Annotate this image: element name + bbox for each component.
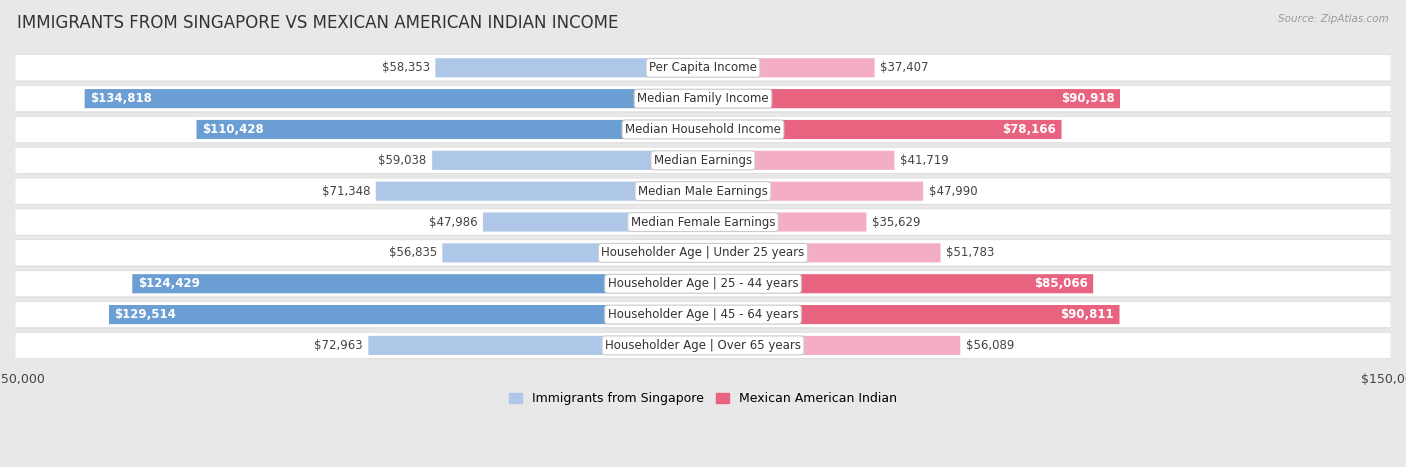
Text: $59,038: $59,038	[378, 154, 426, 167]
Text: $124,429: $124,429	[138, 277, 200, 290]
Text: $51,783: $51,783	[946, 247, 994, 259]
Text: Median Household Income: Median Household Income	[626, 123, 780, 136]
FancyBboxPatch shape	[15, 209, 1391, 235]
FancyBboxPatch shape	[703, 151, 894, 170]
FancyBboxPatch shape	[703, 336, 960, 355]
FancyBboxPatch shape	[84, 89, 703, 108]
Text: $56,835: $56,835	[388, 247, 437, 259]
FancyBboxPatch shape	[703, 305, 1119, 324]
Text: Householder Age | Under 25 years: Householder Age | Under 25 years	[602, 247, 804, 259]
Text: Median Earnings: Median Earnings	[654, 154, 752, 167]
FancyBboxPatch shape	[368, 336, 703, 355]
FancyBboxPatch shape	[15, 116, 1391, 142]
Text: Householder Age | Over 65 years: Householder Age | Over 65 years	[605, 339, 801, 352]
Text: $47,990: $47,990	[928, 184, 977, 198]
FancyBboxPatch shape	[15, 270, 1391, 297]
FancyBboxPatch shape	[703, 243, 941, 262]
Text: Median Male Earnings: Median Male Earnings	[638, 184, 768, 198]
FancyBboxPatch shape	[15, 85, 1391, 112]
FancyBboxPatch shape	[17, 55, 1392, 82]
FancyBboxPatch shape	[17, 116, 1392, 143]
FancyBboxPatch shape	[17, 178, 1392, 205]
FancyBboxPatch shape	[15, 302, 1391, 328]
FancyBboxPatch shape	[703, 89, 1121, 108]
FancyBboxPatch shape	[15, 333, 1391, 359]
Text: $56,089: $56,089	[966, 339, 1014, 352]
FancyBboxPatch shape	[443, 243, 703, 262]
FancyBboxPatch shape	[703, 58, 875, 78]
FancyBboxPatch shape	[703, 120, 1062, 139]
Text: $41,719: $41,719	[900, 154, 949, 167]
Text: Source: ZipAtlas.com: Source: ZipAtlas.com	[1278, 14, 1389, 24]
FancyBboxPatch shape	[17, 332, 1392, 359]
Text: Per Capita Income: Per Capita Income	[650, 61, 756, 74]
FancyBboxPatch shape	[15, 240, 1391, 266]
FancyBboxPatch shape	[17, 240, 1392, 267]
Text: $134,818: $134,818	[90, 92, 152, 105]
FancyBboxPatch shape	[482, 212, 703, 232]
FancyBboxPatch shape	[197, 120, 703, 139]
FancyBboxPatch shape	[432, 151, 703, 170]
Text: $90,811: $90,811	[1060, 308, 1114, 321]
Text: $90,918: $90,918	[1060, 92, 1115, 105]
Text: $47,986: $47,986	[429, 216, 478, 228]
Text: $150,000: $150,000	[0, 373, 45, 386]
Text: IMMIGRANTS FROM SINGAPORE VS MEXICAN AMERICAN INDIAN INCOME: IMMIGRANTS FROM SINGAPORE VS MEXICAN AME…	[17, 14, 619, 32]
Text: Householder Age | 25 - 44 years: Householder Age | 25 - 44 years	[607, 277, 799, 290]
FancyBboxPatch shape	[375, 182, 703, 201]
Legend: Immigrants from Singapore, Mexican American Indian: Immigrants from Singapore, Mexican Ameri…	[505, 387, 901, 410]
Text: $110,428: $110,428	[202, 123, 264, 136]
FancyBboxPatch shape	[17, 270, 1392, 297]
Text: $78,166: $78,166	[1002, 123, 1056, 136]
Text: Median Family Income: Median Family Income	[637, 92, 769, 105]
FancyBboxPatch shape	[17, 301, 1392, 328]
FancyBboxPatch shape	[703, 212, 866, 232]
FancyBboxPatch shape	[436, 58, 703, 78]
Text: $129,514: $129,514	[114, 308, 176, 321]
FancyBboxPatch shape	[703, 182, 924, 201]
FancyBboxPatch shape	[132, 274, 703, 293]
FancyBboxPatch shape	[703, 274, 1094, 293]
Text: $58,353: $58,353	[381, 61, 430, 74]
Text: $35,629: $35,629	[872, 216, 921, 228]
Text: $72,963: $72,963	[314, 339, 363, 352]
FancyBboxPatch shape	[17, 147, 1392, 174]
Text: Householder Age | 45 - 64 years: Householder Age | 45 - 64 years	[607, 308, 799, 321]
Text: $37,407: $37,407	[880, 61, 928, 74]
FancyBboxPatch shape	[17, 85, 1392, 113]
Text: $71,348: $71,348	[322, 184, 370, 198]
FancyBboxPatch shape	[17, 209, 1392, 236]
Text: $150,000: $150,000	[1361, 373, 1406, 386]
Text: Median Female Earnings: Median Female Earnings	[631, 216, 775, 228]
FancyBboxPatch shape	[15, 147, 1391, 173]
FancyBboxPatch shape	[15, 178, 1391, 204]
FancyBboxPatch shape	[108, 305, 703, 324]
Text: $85,066: $85,066	[1033, 277, 1088, 290]
FancyBboxPatch shape	[15, 55, 1391, 81]
